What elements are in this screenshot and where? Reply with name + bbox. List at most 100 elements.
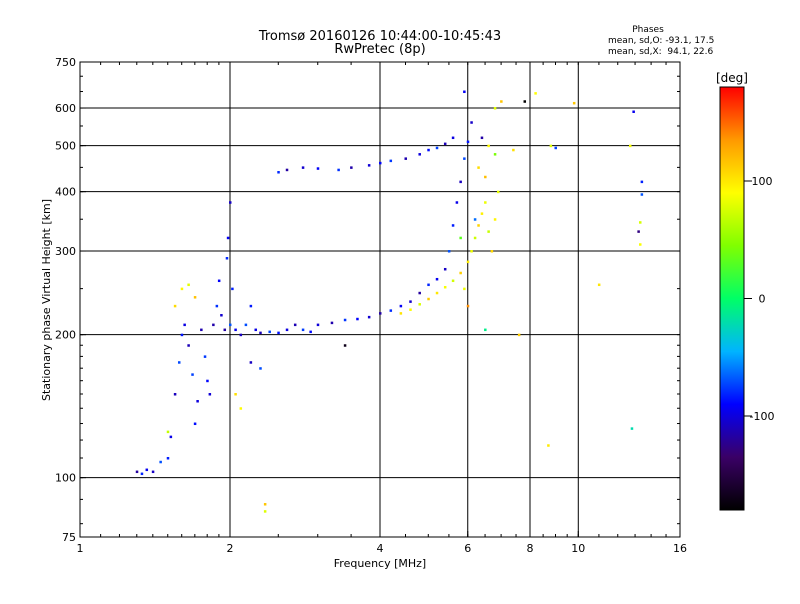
- y-tick-label: 100: [55, 472, 76, 485]
- data-point: [451, 279, 455, 283]
- chart-title: Tromsø 20160126 10:44:00-10:45:43: [258, 29, 501, 44]
- data-point: [309, 330, 312, 334]
- data-point: [379, 161, 382, 165]
- data-point: [534, 92, 537, 95]
- chart-subtitle: RwPretec (8p): [334, 42, 425, 57]
- data-point: [193, 296, 197, 299]
- data-point: [466, 140, 470, 144]
- data-point: [463, 90, 466, 94]
- data-point: [169, 435, 173, 439]
- data-point: [203, 355, 207, 358]
- data-point: [285, 328, 289, 332]
- data-point: [234, 393, 237, 396]
- data-point: [597, 283, 601, 287]
- data-point: [316, 167, 320, 170]
- data-point: [180, 333, 184, 337]
- data-point: [399, 312, 403, 315]
- data-point: [629, 144, 632, 148]
- data-point: [193, 422, 197, 426]
- data-point: [293, 323, 297, 327]
- data-point: [259, 367, 262, 370]
- data-point: [220, 314, 223, 317]
- y-axis-label: Stationary phase Virtual Height [km]: [40, 199, 53, 401]
- data-point: [239, 333, 243, 337]
- x-axis-label: Frequency [MHz]: [334, 557, 426, 570]
- data-point: [177, 361, 181, 364]
- data-point: [367, 315, 371, 319]
- data-point: [477, 166, 480, 169]
- data-point: [229, 201, 232, 204]
- data-point: [470, 121, 473, 124]
- x-tick-label: 8: [527, 542, 534, 555]
- data-point: [466, 260, 470, 264]
- data-point: [200, 328, 203, 332]
- data-point: [330, 321, 334, 325]
- colorbar-ticks: 100 0 -100: [744, 175, 774, 423]
- data-point: [350, 166, 353, 169]
- data-point: [639, 221, 642, 224]
- data-point: [356, 317, 359, 321]
- data-point: [435, 291, 439, 295]
- data-point: [443, 142, 447, 146]
- data-point: [493, 218, 497, 221]
- axis-ticks: 1 2 4 6 8 10 16 75 100 200 300 400 500 600 750: [55, 56, 687, 555]
- x-tick-label: 4: [377, 542, 384, 555]
- data-point: [259, 331, 262, 335]
- data-points: [135, 90, 644, 513]
- data-point: [379, 312, 382, 315]
- data-point: [183, 323, 186, 327]
- data-point: [187, 344, 190, 347]
- data-point: [268, 330, 271, 334]
- x-tick-label: 10: [571, 542, 585, 555]
- data-point: [459, 236, 462, 240]
- data-point: [512, 148, 515, 152]
- data-point: [399, 304, 403, 308]
- data-point: [640, 193, 644, 196]
- data-point: [487, 230, 490, 233]
- data-point: [180, 287, 184, 291]
- colorbar: [719, 86, 745, 511]
- data-point: [196, 400, 199, 403]
- data-point: [427, 148, 430, 152]
- data-point: [443, 267, 447, 271]
- data-point: [166, 430, 170, 434]
- data-point: [632, 110, 635, 113]
- x-tick-label: 1: [77, 542, 84, 555]
- data-point: [223, 328, 227, 332]
- data-point: [447, 250, 451, 253]
- y-tick-label: 200: [55, 329, 76, 342]
- data-point: [409, 308, 412, 311]
- stats-header: Phases: [632, 25, 664, 35]
- data-point: [389, 309, 393, 312]
- data-point: [404, 157, 407, 160]
- colorbar-label: [deg]: [716, 71, 748, 85]
- data-point: [231, 287, 234, 291]
- data-point: [451, 136, 455, 140]
- data-point: [239, 407, 243, 410]
- data-point: [477, 224, 480, 227]
- data-point: [337, 168, 340, 172]
- data-point: [470, 250, 473, 253]
- data-point: [523, 100, 527, 103]
- data-point: [215, 304, 219, 308]
- data-point: [316, 323, 320, 327]
- stats-line-x: mean, sd,X: 94.1, 22.6: [608, 47, 714, 57]
- data-point: [418, 291, 421, 295]
- data-point: [493, 153, 497, 156]
- data-point: [459, 180, 462, 184]
- stats-line-o: mean, sd,O: -93.1, 17.5: [608, 36, 714, 46]
- data-point: [173, 304, 177, 308]
- y-tick-label: 75: [62, 531, 76, 544]
- data-point: [640, 180, 644, 184]
- data-point: [418, 303, 421, 306]
- data-point: [151, 470, 155, 474]
- data-point: [249, 304, 253, 308]
- data-point: [159, 460, 162, 464]
- y-tick-label: 750: [55, 56, 76, 69]
- data-point: [234, 328, 237, 332]
- data-point: [367, 164, 371, 167]
- data-point: [166, 456, 170, 460]
- data-point: [427, 283, 430, 287]
- data-point: [487, 144, 490, 148]
